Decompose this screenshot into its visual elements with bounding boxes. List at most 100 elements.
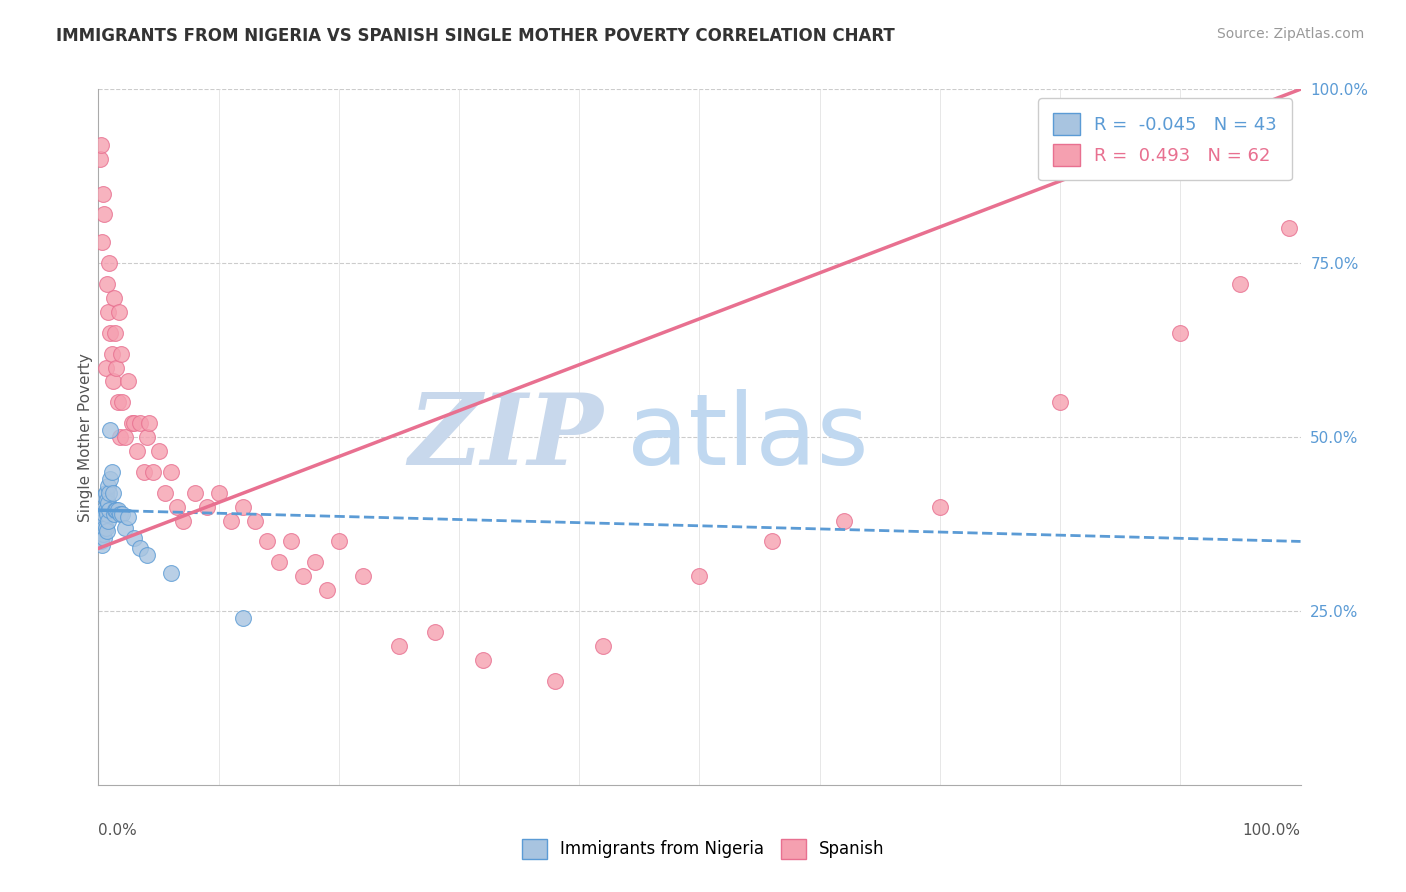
Point [208, 485, 231, 500]
Point [90, 527, 112, 541]
Point [105, 503, 128, 517]
Point [93, 531, 115, 545]
Point [107, 395, 129, 409]
Point [101, 375, 124, 389]
Point [328, 534, 350, 549]
Point [90, 137, 112, 152]
Point [103, 507, 125, 521]
Point [96, 277, 118, 291]
Point [291, 569, 314, 583]
Point [93, 207, 115, 221]
Point [195, 500, 218, 514]
Point [256, 534, 278, 549]
Point [101, 485, 124, 500]
Point [232, 500, 254, 514]
Point [267, 555, 290, 569]
Point [90, 534, 112, 549]
Point [166, 500, 188, 514]
Y-axis label: Single Mother Poverty: Single Mother Poverty [77, 352, 93, 522]
Text: 100.0%: 100.0% [1243, 823, 1301, 838]
Point [148, 444, 170, 458]
Point [1229, 277, 1251, 291]
Point [91, 514, 114, 528]
Text: 0.0%: 0.0% [98, 823, 138, 838]
Point [100, 346, 122, 360]
Point [153, 485, 176, 500]
Point [832, 514, 855, 528]
Point [108, 507, 131, 521]
Point [117, 510, 139, 524]
Point [280, 534, 302, 549]
Point [108, 305, 131, 319]
Point [100, 326, 122, 340]
Point [107, 503, 129, 517]
Point [98, 503, 121, 517]
Point [472, 653, 495, 667]
Point [129, 541, 152, 556]
Point [135, 549, 157, 563]
Point [928, 500, 950, 514]
Point [111, 395, 134, 409]
Point [89, 524, 111, 538]
Point [91, 186, 114, 201]
Point [93, 520, 115, 534]
Point [100, 465, 122, 479]
Point [100, 423, 122, 437]
Point [91, 503, 114, 517]
Point [141, 465, 163, 479]
Point [304, 555, 326, 569]
Point [91, 510, 114, 524]
Point [97, 496, 120, 510]
Point [159, 566, 181, 580]
Point [232, 611, 254, 625]
Point [761, 534, 783, 549]
Legend: Immigrants from Nigeria, Spanish: Immigrants from Nigeria, Spanish [515, 832, 891, 866]
Point [100, 472, 122, 486]
Point [183, 485, 205, 500]
Point [138, 416, 160, 430]
Point [125, 444, 148, 458]
Text: atlas: atlas [627, 389, 869, 485]
Point [96, 524, 118, 538]
Point [91, 538, 114, 552]
Point [159, 465, 181, 479]
Point [110, 346, 132, 360]
Point [352, 569, 374, 583]
Point [91, 235, 114, 250]
Point [124, 531, 146, 545]
Point [93, 507, 115, 521]
Point [104, 503, 127, 517]
Point [1170, 326, 1192, 340]
Point [91, 520, 114, 534]
Point [98, 485, 121, 500]
Point [114, 430, 136, 444]
Point [117, 375, 139, 389]
Point [124, 416, 146, 430]
Point [1277, 221, 1299, 235]
Point [423, 624, 446, 639]
Point [1049, 395, 1071, 409]
Point [129, 416, 152, 430]
Point [94, 503, 117, 517]
Point [97, 305, 120, 319]
Point [388, 639, 411, 653]
Point [111, 507, 134, 521]
Point [90, 516, 112, 531]
Point [89, 531, 111, 545]
Point [121, 416, 143, 430]
Point [105, 360, 128, 375]
Point [94, 360, 117, 375]
Point [93, 489, 115, 503]
Point [94, 485, 117, 500]
Point [104, 326, 127, 340]
Point [108, 430, 131, 444]
Point [97, 514, 120, 528]
Text: ZIP: ZIP [408, 389, 603, 485]
Point [94, 520, 117, 534]
Point [91, 527, 114, 541]
Point [243, 514, 266, 528]
Point [114, 520, 136, 534]
Point [132, 465, 155, 479]
Point [96, 507, 118, 521]
Point [96, 492, 118, 507]
